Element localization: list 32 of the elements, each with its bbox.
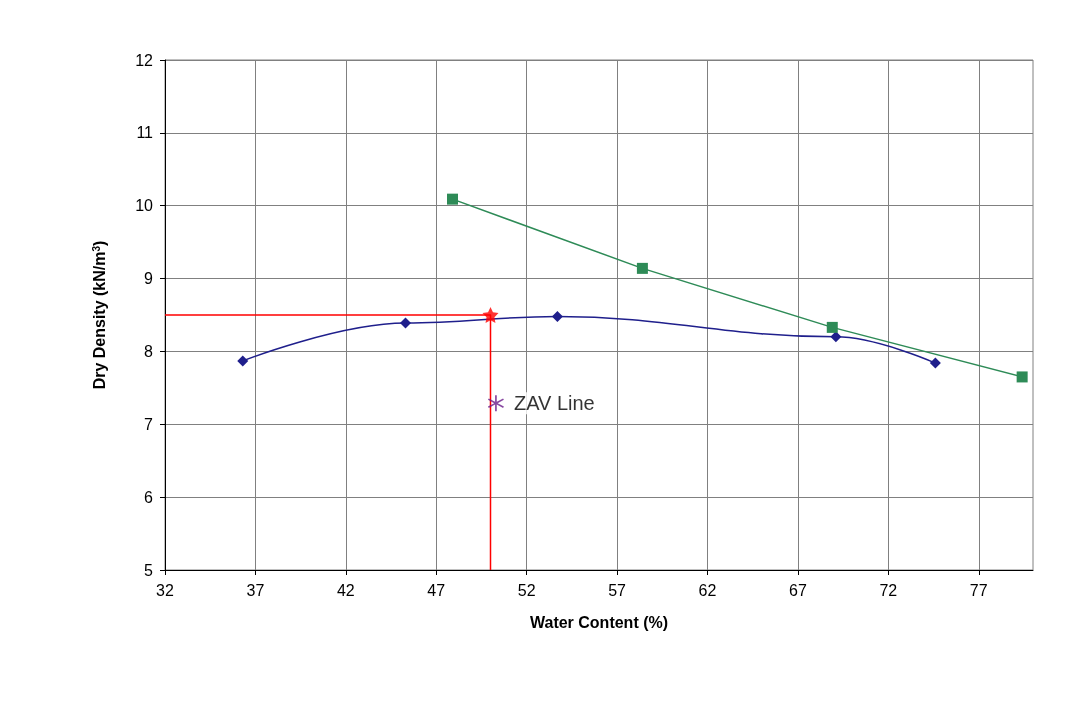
point: [482, 307, 499, 323]
series-label: ZAV Line: [513, 392, 595, 415]
x-tick-label: 52: [517, 581, 536, 599]
x-tick-label: 67: [789, 581, 807, 599]
y-tick-label: 9: [144, 270, 154, 288]
point: [826, 321, 838, 333]
y-tick-label: 10: [135, 197, 154, 215]
x-tick-label: 47: [427, 581, 446, 599]
point: [1016, 371, 1028, 383]
x-tick-label: 62: [698, 581, 717, 599]
point: [487, 395, 504, 412]
point: [447, 193, 459, 205]
point: [237, 355, 249, 367]
y-tick-label: 12: [135, 51, 154, 69]
x-tick-label: 42: [336, 581, 355, 599]
point: [400, 317, 412, 329]
x-tick-label: 72: [879, 581, 898, 599]
point: [551, 310, 563, 322]
y-tick-label: 7: [144, 415, 154, 433]
x-tick-label: 37: [246, 581, 265, 599]
x-axis-title: Water Content (%): [529, 613, 669, 631]
y-tick-label: 8: [144, 342, 154, 360]
y-tick-label: 5: [144, 561, 154, 579]
y-tick-label: 6: [144, 488, 154, 506]
y-tick-label: 11: [136, 124, 154, 142]
x-tick-label: 57: [608, 581, 627, 599]
point: [929, 357, 941, 369]
y-axis-title: Dry Density (kN/m3): [90, 240, 108, 390]
x-tick-label: 77: [969, 581, 988, 599]
point: [636, 262, 648, 274]
x-tick-label: 32: [156, 581, 174, 599]
point: [830, 331, 842, 343]
